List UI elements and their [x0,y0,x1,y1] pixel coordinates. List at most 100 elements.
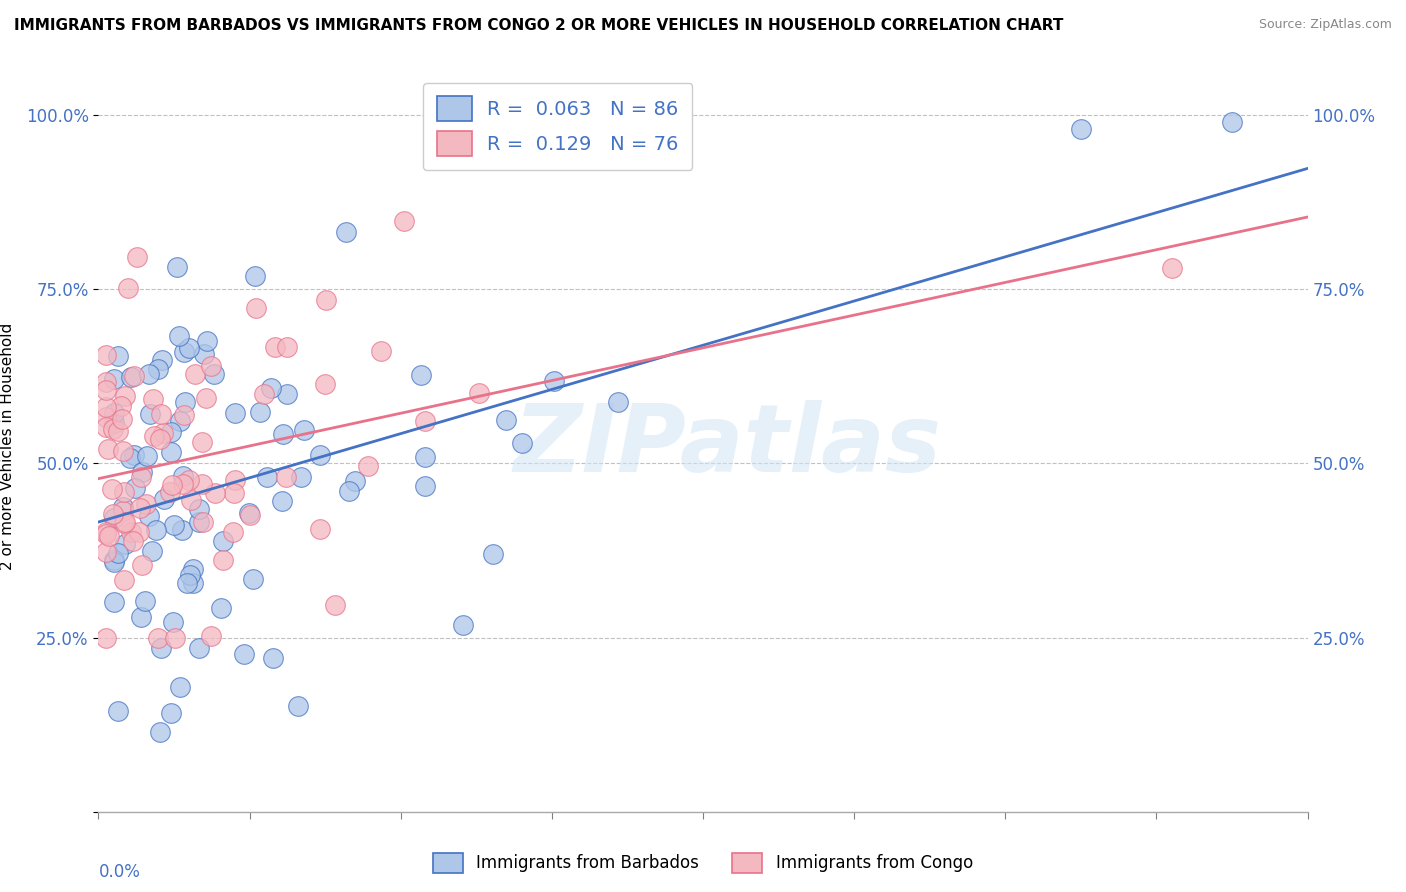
Point [160,478,183,492]
Point [184,367,207,381]
Point [224,473,246,487]
Point [212,553,235,567]
Point [242,572,264,586]
Point [195,334,218,348]
Point [107,704,129,718]
Point [180,492,202,507]
Point [112,516,135,530]
Point [150,353,173,368]
Point [128,500,150,515]
Point [163,631,186,645]
Point [127,250,149,264]
Point [606,394,628,409]
Point [114,389,136,403]
Point [114,536,136,550]
Legend: Immigrants from Barbados, Immigrants from Congo: Immigrants from Barbados, Immigrants fro… [426,847,980,880]
Point [188,515,211,529]
Point [177,473,200,487]
Point [143,429,166,443]
Point [221,524,243,539]
Point [118,451,141,466]
Point [181,562,204,576]
Point [101,482,124,496]
Point [276,340,298,354]
Point [271,426,294,441]
Y-axis label: 2 or more Vehicles in Household: 2 or more Vehicles in Household [0,322,14,570]
Point [150,640,173,655]
Point [256,470,278,484]
Point [149,724,172,739]
Point [271,494,294,508]
Point [112,484,135,499]
Point [160,706,183,720]
Point [309,522,332,536]
Point [150,407,173,421]
Point [122,533,145,548]
Point [195,391,218,405]
Point [193,347,215,361]
Point [129,469,152,483]
Point [138,368,160,382]
Point [173,408,195,422]
Point [1070,122,1092,136]
Point [94,524,117,539]
Point [120,524,142,539]
Point [179,568,201,582]
Point [176,575,198,590]
Point [169,680,191,694]
Point [233,647,256,661]
Point [170,523,193,537]
Point [482,547,505,561]
Point [238,506,260,520]
Text: IMMIGRANTS FROM BARBADOS VS IMMIGRANTS FROM CONGO 2 OR MORE VEHICLES IN HOUSEHOL: IMMIGRANTS FROM BARBADOS VS IMMIGRANTS F… [14,18,1063,33]
Point [141,544,163,558]
Point [103,422,125,436]
Point [103,372,125,386]
Point [129,609,152,624]
Point [169,329,191,343]
Point [152,425,174,440]
Point [145,523,167,537]
Point [160,425,183,439]
Point [94,410,117,425]
Point [202,367,225,381]
Point [107,546,129,560]
Point [173,345,195,359]
Point [335,225,357,239]
Point [94,420,117,434]
Point [510,436,533,450]
Point [394,214,416,228]
Point [188,502,211,516]
Point [134,594,156,608]
Point [253,387,276,401]
Point [142,392,165,407]
Point [370,343,392,358]
Point [107,424,129,438]
Point [136,449,159,463]
Point [239,508,262,523]
Point [415,479,437,493]
Point [135,497,157,511]
Point [160,445,183,459]
Point [1220,115,1243,129]
Point [260,381,283,395]
Point [138,407,160,421]
Point [169,414,191,428]
Point [262,651,284,665]
Point [103,595,125,609]
Point [224,406,246,420]
Point [344,475,367,489]
Point [315,293,337,307]
Point [204,485,226,500]
Point [122,369,145,384]
Point [191,435,214,450]
Text: Source: ZipAtlas.com: Source: ZipAtlas.com [1258,18,1392,31]
Point [131,466,153,480]
Point [163,518,186,533]
Point [103,555,125,569]
Point [112,444,135,458]
Point [117,280,139,294]
Point [94,348,117,362]
Point [174,395,197,409]
Point [101,507,124,521]
